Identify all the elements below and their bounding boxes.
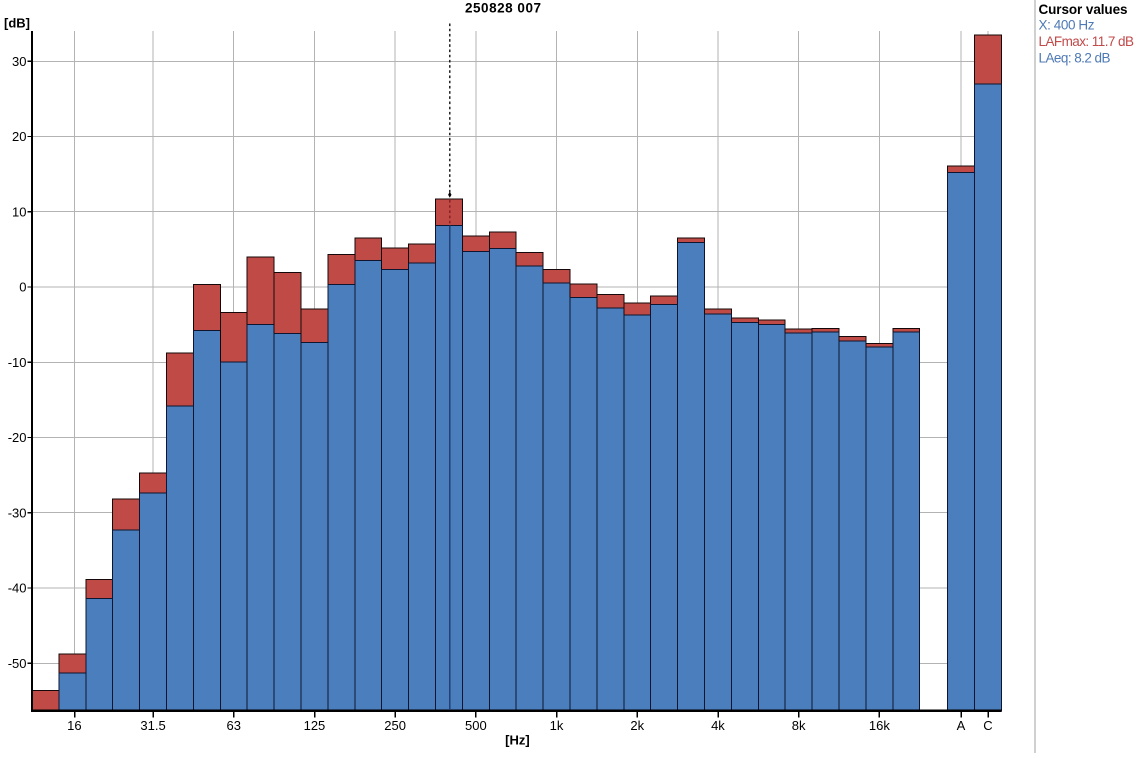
svg-text:10: 10 xyxy=(12,204,26,219)
svg-text:500: 500 xyxy=(465,718,487,733)
svg-text:63: 63 xyxy=(227,718,241,733)
svg-text:-50: -50 xyxy=(8,656,27,671)
svg-text:A: A xyxy=(957,718,966,733)
svg-text:X: 400 Hz: X: 400 Hz xyxy=(1039,18,1095,33)
svg-text:0: 0 xyxy=(19,280,26,295)
svg-text:2k: 2k xyxy=(630,718,644,733)
svg-text:-10: -10 xyxy=(8,355,27,370)
svg-text:C: C xyxy=(983,718,992,733)
svg-text:-40: -40 xyxy=(8,581,27,596)
svg-text:Cursor values: Cursor values xyxy=(1039,2,1128,17)
svg-text:31.5: 31.5 xyxy=(140,718,165,733)
svg-text:LAeq: 8.2 dB: LAeq: 8.2 dB xyxy=(1039,51,1111,66)
svg-text:-20: -20 xyxy=(8,430,27,445)
svg-text:1k: 1k xyxy=(550,718,564,733)
svg-text:125: 125 xyxy=(304,718,326,733)
svg-text:[dB]: [dB] xyxy=(4,16,30,31)
svg-text:250: 250 xyxy=(384,718,406,733)
svg-text:4k: 4k xyxy=(711,718,725,733)
svg-text:-30: -30 xyxy=(8,505,27,520)
svg-text:16k: 16k xyxy=(869,718,890,733)
svg-text:20: 20 xyxy=(12,129,26,144)
svg-text:[Hz]: [Hz] xyxy=(505,733,530,748)
svg-text:16: 16 xyxy=(67,718,81,733)
svg-text:8k: 8k xyxy=(792,718,806,733)
svg-text:250828 007: 250828 007 xyxy=(465,0,541,15)
svg-text:30: 30 xyxy=(12,54,26,69)
svg-text:LAFmax: 11.7 dB: LAFmax: 11.7 dB xyxy=(1039,34,1135,49)
